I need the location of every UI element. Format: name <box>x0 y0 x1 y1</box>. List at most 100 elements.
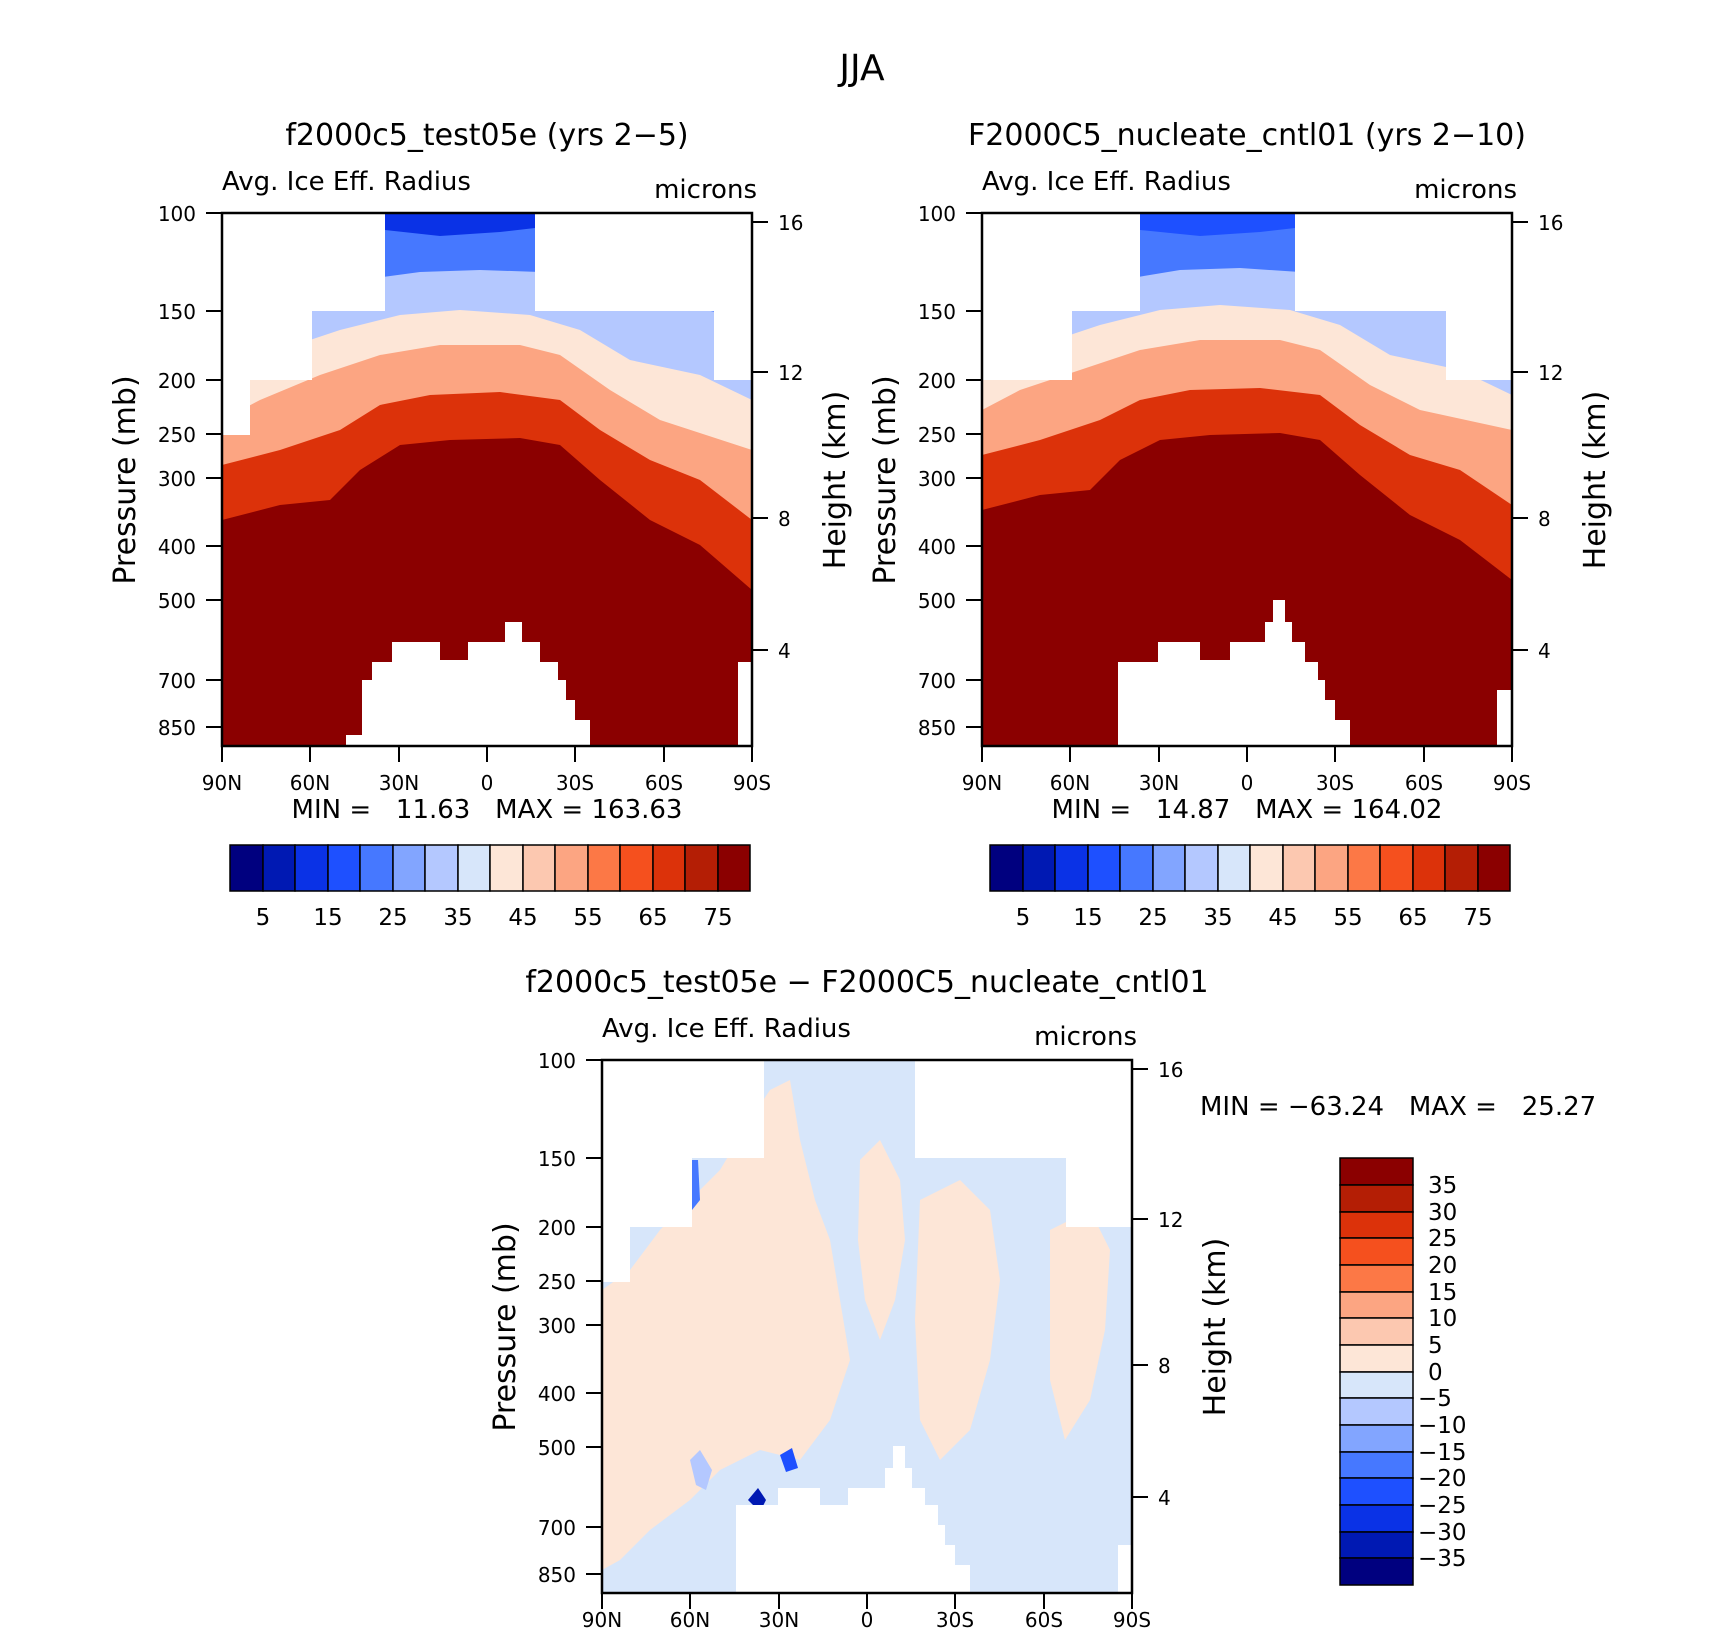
y-axis-title: Pressure (mb) <box>488 1222 523 1431</box>
colorbar-label: 65 <box>1398 905 1427 931</box>
colorbar-swatch <box>1217 844 1251 892</box>
y-tick-label: 150 <box>918 300 956 324</box>
y-tick-right-label: 8 <box>1538 507 1551 531</box>
colorbar-label: 5 <box>1428 1333 1443 1359</box>
colorbar-swatch <box>1152 844 1186 892</box>
units-label: microns <box>654 175 757 205</box>
contour-band-positive <box>915 1180 1000 1460</box>
x-tick-label: 60S <box>1025 1608 1063 1631</box>
colorbar-label: 45 <box>508 905 537 931</box>
x-tick-label: 60S <box>645 771 683 795</box>
figure-title: JJA <box>837 48 885 89</box>
x-tick-label: 90S <box>1493 771 1531 795</box>
min-max-stats: MIN = 11.63 MAX = 163.63 <box>292 795 683 825</box>
colorbar-label: 30 <box>1428 1200 1457 1226</box>
colorbar-label: 25 <box>1428 1226 1457 1252</box>
colorbar-label: 35 <box>1203 905 1232 931</box>
contour-band-positive <box>858 1140 905 1340</box>
y-tick-label: 150 <box>538 1147 576 1171</box>
colorbar-swatch <box>1339 1371 1414 1399</box>
x-tick-label: 0 <box>481 771 494 795</box>
y-tick-label: 300 <box>918 467 956 491</box>
x-tick-label: 0 <box>861 1608 874 1631</box>
colorbar-swatch <box>1412 844 1446 892</box>
x-tick-label: 30N <box>1139 771 1179 795</box>
colorbar-swatch <box>1339 1504 1414 1533</box>
y-axis-title: Pressure (mb) <box>868 375 903 584</box>
masked-region <box>1118 1545 1132 1593</box>
colorbar-label: 25 <box>378 905 407 931</box>
contour-band-negative <box>780 1448 798 1472</box>
masked-region <box>736 1446 970 1593</box>
y-axis-left: 100 150 200 250 300 400 500 700 850 <box>538 1049 602 1587</box>
colorbar-swatch <box>1184 844 1219 892</box>
colorbar: 5 15 25 35 45 55 65 75 <box>229 844 751 931</box>
colorbar-label: 75 <box>703 905 732 931</box>
y-tick-label: 200 <box>918 369 956 393</box>
x-tick-label: 90S <box>1113 1608 1151 1631</box>
colorbar-swatch <box>1339 1477 1414 1506</box>
y-tick-label: 300 <box>538 1314 576 1338</box>
y-tick-right-label: 8 <box>1158 1354 1171 1378</box>
masked-region <box>222 380 250 435</box>
contour-band-deep-blue <box>385 213 535 236</box>
colorbar-swatch <box>1022 844 1056 892</box>
colorbar-label: 55 <box>1333 905 1362 931</box>
y-tick-label: 200 <box>158 369 196 393</box>
panel-difference: f2000c5_test05e − F2000C5_nucleate_cntl0… <box>488 965 1596 1631</box>
y-tick-label: 400 <box>538 1382 576 1406</box>
panel-test05e: f2000c5_test05e (yrs 2−5) Avg. Ice Eff. … <box>108 118 853 931</box>
x-tick-label: 60N <box>290 771 330 795</box>
y-tick-label: 100 <box>158 202 196 226</box>
masked-region <box>222 311 312 380</box>
y-axis-right-title: Height (km) <box>818 391 853 570</box>
colorbar-swatch <box>1054 844 1089 892</box>
x-tick-label: 90N <box>582 1608 622 1631</box>
x-tick-label: 30N <box>759 1608 799 1631</box>
colorbar-label: 35 <box>443 905 472 931</box>
x-tick-label: 90S <box>733 771 771 795</box>
y-axis-right: 16 12 8 4 <box>1132 1058 1183 1510</box>
y-tick-right-label: 4 <box>1538 639 1551 663</box>
y-tick-label: 400 <box>158 535 196 559</box>
colorbar-label: 55 <box>573 905 602 931</box>
colorbar-label: −20 <box>1418 1466 1467 1492</box>
masked-region <box>982 311 1072 380</box>
colorbar-swatch <box>1379 844 1414 892</box>
colorbar-swatch <box>294 844 329 892</box>
masked-region <box>1497 690 1512 746</box>
masked-region <box>602 1227 630 1282</box>
x-tick-label: 60S <box>1405 771 1443 795</box>
y-axis-left: 100 150 200 250 300 400 500 700 850 <box>918 202 982 740</box>
colorbar-label: 20 <box>1428 1253 1457 1279</box>
masked-region <box>1295 213 1512 311</box>
y-tick-label: 700 <box>158 669 196 693</box>
contour-field <box>602 1060 1132 1593</box>
colorbar-swatch <box>1339 1424 1414 1453</box>
colorbar-label: −25 <box>1418 1493 1467 1519</box>
masked-region <box>915 1060 1132 1158</box>
colorbar-swatch <box>1282 844 1316 892</box>
colorbar-swatch <box>619 844 654 892</box>
x-tick-label: 30S <box>1316 771 1354 795</box>
contour-field <box>222 213 752 746</box>
y-tick-label: 700 <box>538 1516 576 1540</box>
left-field-label: Avg. Ice Eff. Radius <box>222 167 471 197</box>
masked-region <box>714 311 752 380</box>
colorbar-label: −35 <box>1418 1546 1467 1572</box>
colorbar: 5 15 25 35 45 55 65 75 <box>989 844 1511 931</box>
colorbar-label: 15 <box>313 905 342 931</box>
units-label: microns <box>1034 1022 1137 1052</box>
colorbar-swatch <box>1339 1397 1414 1426</box>
y-tick-right-label: 4 <box>778 639 791 663</box>
masked-region <box>982 213 1140 311</box>
colorbar-label: 15 <box>1428 1280 1457 1306</box>
x-axis: 90N 60N 30N 0 30S 60S 90S <box>582 1593 1151 1631</box>
y-tick-label: 250 <box>918 423 956 447</box>
masked-region <box>1446 311 1512 380</box>
colorbar-swatch <box>587 844 621 892</box>
colorbar-swatch <box>327 844 361 892</box>
masked-region <box>602 1060 764 1158</box>
panel-nucleate-cntl01: F2000C5_nucleate_cntl01 (yrs 2−10) Avg. … <box>868 118 1613 931</box>
colorbar-label: 5 <box>256 905 271 931</box>
